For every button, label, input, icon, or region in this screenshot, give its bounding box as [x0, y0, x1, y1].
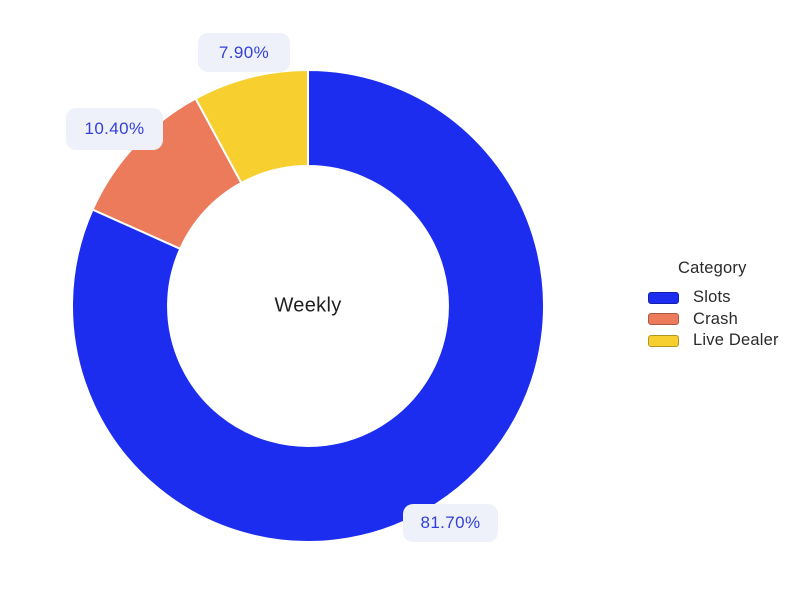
legend-title: Category	[678, 259, 747, 277]
slice-value-label-crash: 10.40%	[66, 108, 163, 150]
legend-item-slots[interactable]: Slots	[648, 287, 798, 309]
legend-swatch-live-dealer-icon	[648, 334, 679, 347]
legend-item-crash[interactable]: Crash	[648, 309, 798, 331]
legend-item-live-dealer[interactable]: Live Dealer	[648, 330, 798, 352]
slice-value-label-live-dealer: 7.90%	[198, 33, 290, 72]
legend-swatch-crash-icon	[648, 313, 679, 326]
legend-label-live-dealer: Live Dealer	[693, 331, 779, 350]
donut-center-label: Weekly	[274, 294, 342, 317]
slice-value-label-slots: 81.70%	[403, 504, 498, 542]
legend-label-crash: Crash	[693, 309, 739, 328]
legend-swatch-slots-icon	[648, 291, 679, 304]
pie-slice-slots[interactable]	[71, 69, 545, 543]
legend-label-slots: Slots	[693, 288, 731, 307]
legend: Category Slots Crash Live Dealer	[648, 259, 798, 352]
pie-slice-live-dealer[interactable]	[194, 69, 309, 184]
